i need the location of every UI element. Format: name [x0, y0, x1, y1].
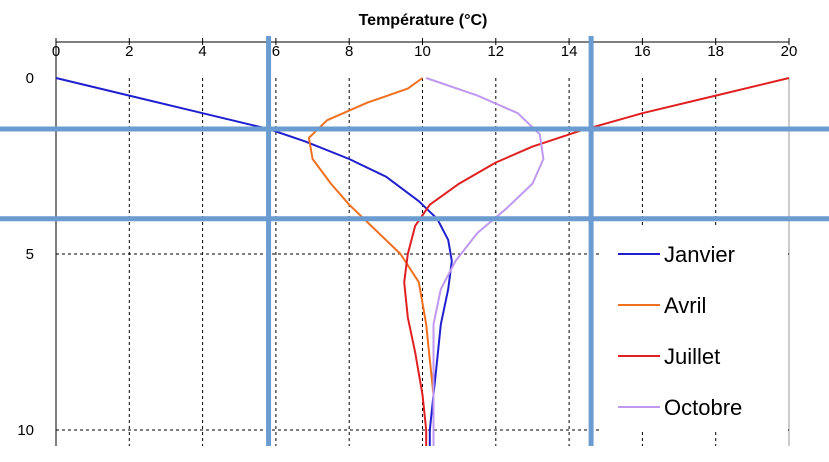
- y-tick-label: 10: [17, 422, 34, 439]
- x-tick-label: 16: [634, 43, 651, 60]
- x-tick-label: 6: [272, 43, 280, 60]
- series-line-octobre: [425, 77, 545, 446]
- axes: [55, 38, 790, 446]
- x-tick-label: 12: [487, 43, 504, 60]
- x-tick-label: 2: [125, 43, 133, 60]
- legend-label: Janvier: [664, 242, 735, 267]
- x-tick-label: 4: [198, 43, 206, 60]
- legend-box: [600, 228, 788, 432]
- y-tick-label: 5: [26, 246, 34, 263]
- legend-label: Avril: [664, 293, 706, 318]
- x-tick-label: 20: [781, 43, 798, 60]
- x-tick-label: 18: [707, 43, 724, 60]
- x-tick-label: 14: [561, 43, 578, 60]
- y-tick-label: 0: [26, 70, 34, 87]
- reference-lines: [0, 36, 829, 446]
- x-tick-label: 0: [52, 43, 60, 60]
- legend-label: Octobre: [664, 395, 742, 420]
- tick-labels: 0 2 4 6 8 10 12 14 16 18 20 0 5 10: [17, 43, 797, 439]
- legend: Janvier Avril Juillet Octobre: [600, 228, 788, 432]
- chart-title: Température (°C): [359, 12, 488, 29]
- legend-label: Juillet: [664, 344, 720, 369]
- x-tick-label: 10: [414, 43, 431, 60]
- series-line-avril: [307, 77, 435, 446]
- series-line-juillet: [403, 77, 790, 446]
- series-line-janvier: [55, 77, 453, 446]
- x-tick-label: 8: [345, 43, 353, 60]
